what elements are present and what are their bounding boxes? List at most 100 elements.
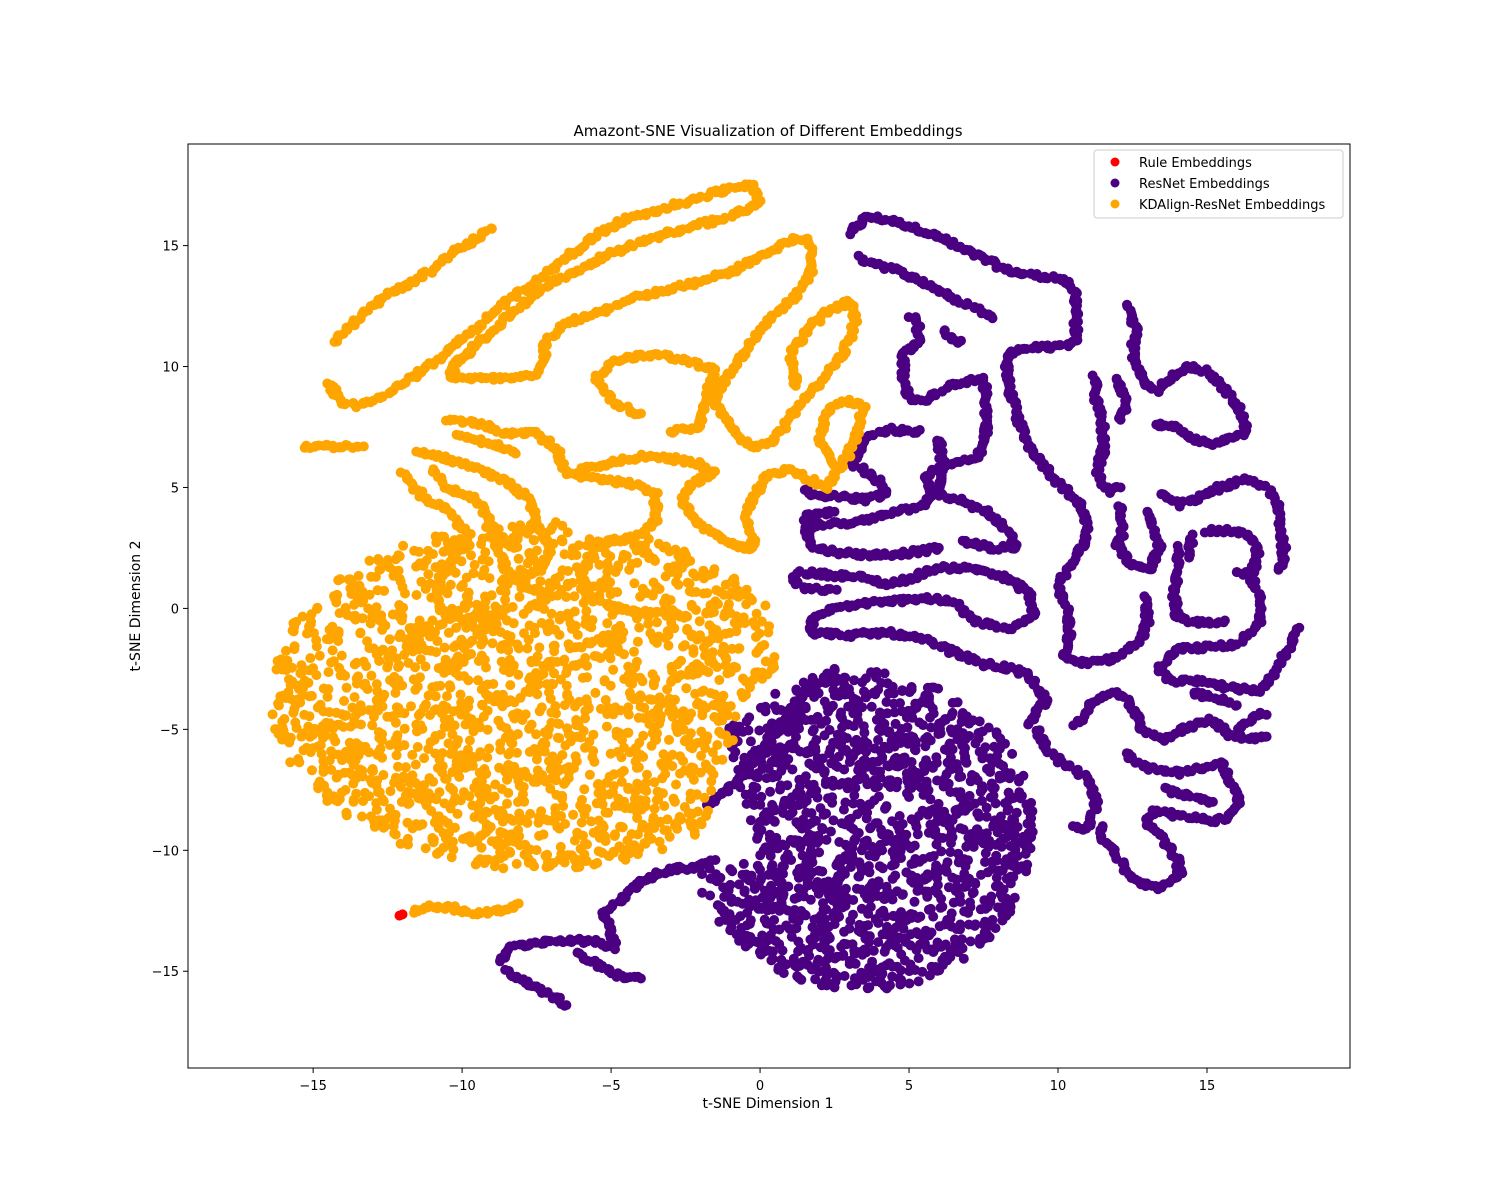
data-point [766,718,777,729]
data-point [883,727,894,738]
data-point [823,930,834,941]
data-point [969,920,980,931]
data-point [925,712,935,723]
data-point [756,791,767,802]
data-point [967,774,978,785]
data-point [786,855,797,865]
data-point [813,836,824,847]
data-point [859,686,869,697]
data-point [799,484,810,495]
data-point [934,965,945,976]
data-point [812,877,823,887]
data-point [793,936,804,947]
data-point [1009,892,1020,903]
data-point [665,426,676,437]
data-point [894,811,905,821]
data-point [940,862,951,873]
data-point [796,789,806,799]
data-point [793,946,804,957]
data-point [774,924,785,935]
data-point [817,823,828,833]
data-point [766,756,777,767]
data-point [798,798,809,809]
data-point [998,902,1009,913]
data-point [765,930,776,941]
data-point [960,751,971,762]
data-point [1231,567,1242,578]
data-point [764,726,775,737]
data-point [726,893,737,904]
data-point [741,930,752,941]
data-point [1273,564,1284,575]
data-point [1021,866,1032,877]
data-point [1177,496,1188,507]
data-point [917,966,928,977]
data-point [1018,268,1029,279]
data-point [903,738,914,749]
data-point [869,743,880,754]
data-point [967,888,978,899]
data-point [812,792,823,803]
data-point [939,325,950,336]
data-point [970,738,981,749]
data-point [775,780,786,791]
data-point [885,980,895,991]
data-point [891,922,902,933]
data-point [817,753,828,764]
data-point [1151,419,1162,430]
data-point [882,678,893,689]
data-point [818,898,828,909]
data-point [999,622,1010,633]
data-point [984,835,995,846]
data-point [987,782,998,793]
data-point [874,861,885,872]
data-point [956,771,967,782]
data-point [941,769,952,780]
data-point [753,903,764,914]
data-point [955,823,966,834]
data-point [1011,807,1022,818]
data-point [799,891,809,902]
data-point [340,398,351,409]
data-point [932,888,943,899]
data-point [861,835,872,846]
data-point [827,673,838,684]
data-point [917,805,928,816]
data-point [946,838,956,849]
data-point [737,869,748,880]
data-point [806,964,817,975]
data-point [813,865,824,876]
data-point [1207,796,1218,807]
data-point [892,886,903,897]
data-point [749,880,760,891]
data-point [959,882,970,892]
data-point [890,870,901,881]
data-point [735,782,746,793]
data-point [810,714,821,725]
data-point [785,702,796,713]
data-point [884,688,895,699]
series-2 [267,179,871,920]
data-point [757,930,768,941]
data-point [839,971,850,981]
data-point [928,851,939,861]
data-point [769,805,780,816]
data-point [697,869,707,880]
data-point [1007,792,1018,803]
data-point [834,739,844,750]
chart-title: Amazont-SNE Visualization of Different E… [573,122,962,140]
data-point [928,804,939,815]
data-point [745,736,756,747]
data-point [1231,700,1242,711]
data-point [914,939,925,950]
data-point [761,842,772,853]
data-point [921,780,932,791]
data-point [739,887,750,897]
data-point [966,831,977,842]
data-point [932,775,943,786]
data-point [827,911,838,922]
data-point [810,974,821,985]
data-point [1025,812,1036,823]
data-point [770,886,781,897]
